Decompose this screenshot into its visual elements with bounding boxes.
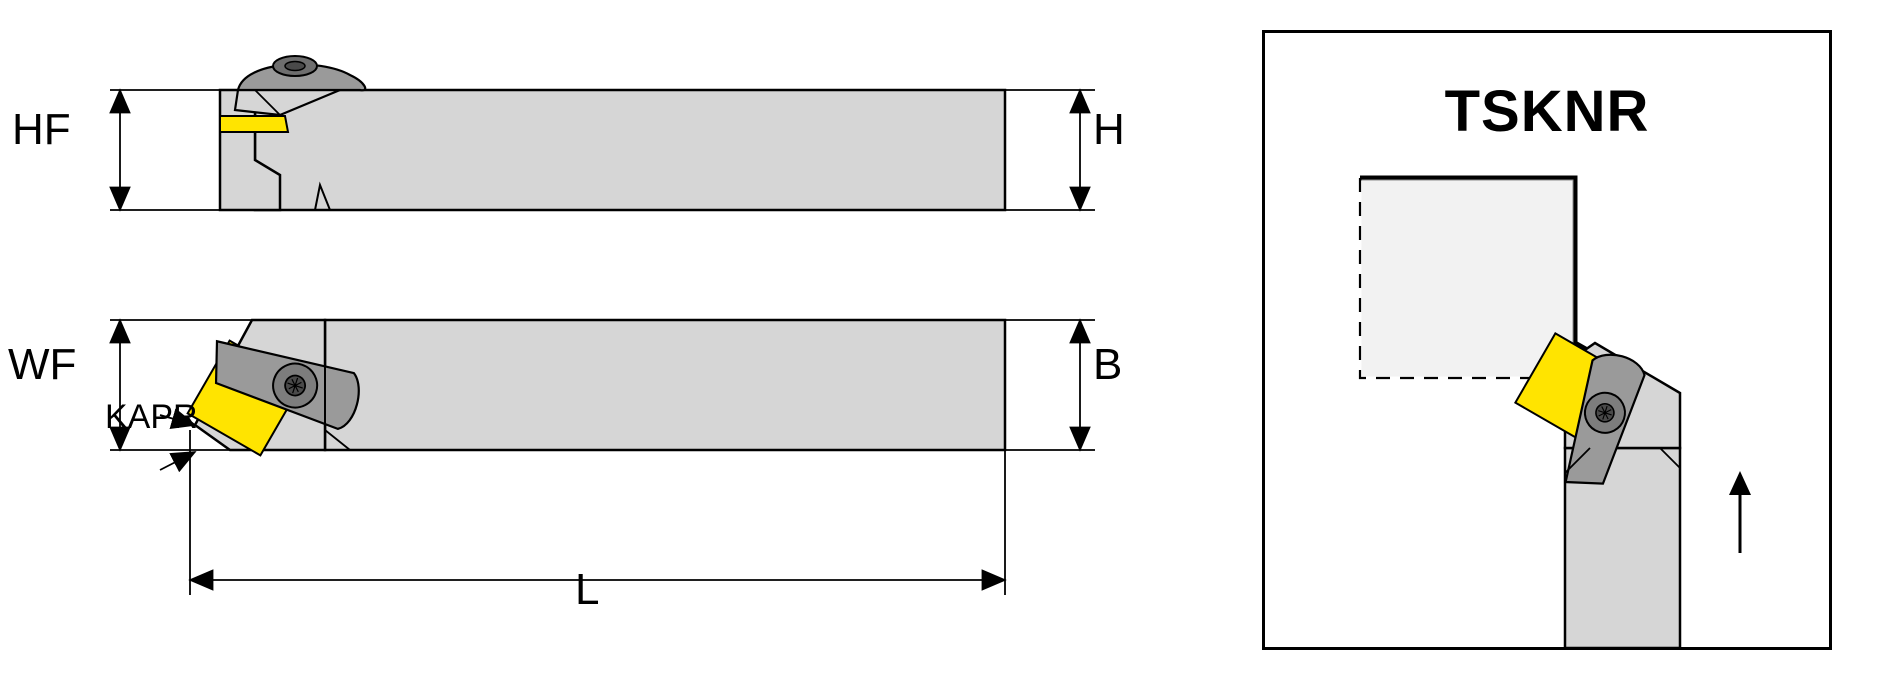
label-l: L xyxy=(575,565,599,615)
label-h: H xyxy=(1093,105,1125,155)
top-view xyxy=(110,56,1095,210)
right-svg xyxy=(1265,33,1829,647)
left-svg xyxy=(20,20,1200,680)
label-hf: HF xyxy=(12,105,71,155)
right-box: TSKNR xyxy=(1262,30,1832,650)
bottom-view xyxy=(110,320,1095,595)
diagram-container: HF H WF KAPR B L TSKNR xyxy=(0,0,1882,690)
label-b: B xyxy=(1093,340,1122,390)
left-drawings: HF H WF KAPR B L xyxy=(0,0,1242,690)
label-kapr: KAPR xyxy=(105,398,198,437)
right-panel: TSKNR xyxy=(1242,0,1882,690)
label-wf: WF xyxy=(8,340,76,390)
